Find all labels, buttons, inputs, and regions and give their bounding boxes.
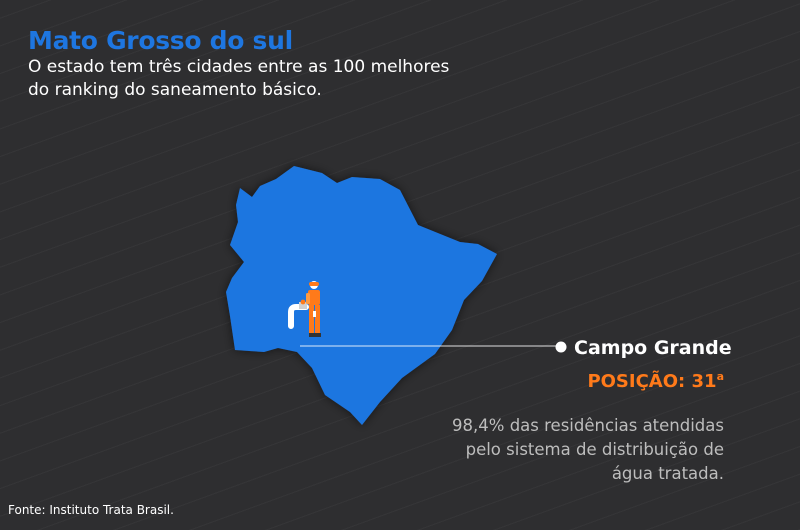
ordinal-suffix: a <box>716 370 724 383</box>
mato-grosso-do-sul-shape <box>226 166 497 425</box>
page-title: Mato Grosso do sul <box>28 26 293 55</box>
page-subtitle: O estado tem três cidades entre as 100 m… <box>28 57 450 100</box>
ranking-value: POSIÇÃO: 31 <box>587 371 717 392</box>
city-description: 98,4% das residências atendidas pelo sis… <box>452 416 724 483</box>
city-marker-dot <box>555 341 567 353</box>
source-note: Fonte: Instituto Trata Brasil. <box>8 503 174 517</box>
city-ranking-position: POSIÇÃO: 31a <box>560 370 724 392</box>
city-name: Campo Grande <box>574 337 732 359</box>
worker-with-water-pipe-icon <box>288 281 321 337</box>
